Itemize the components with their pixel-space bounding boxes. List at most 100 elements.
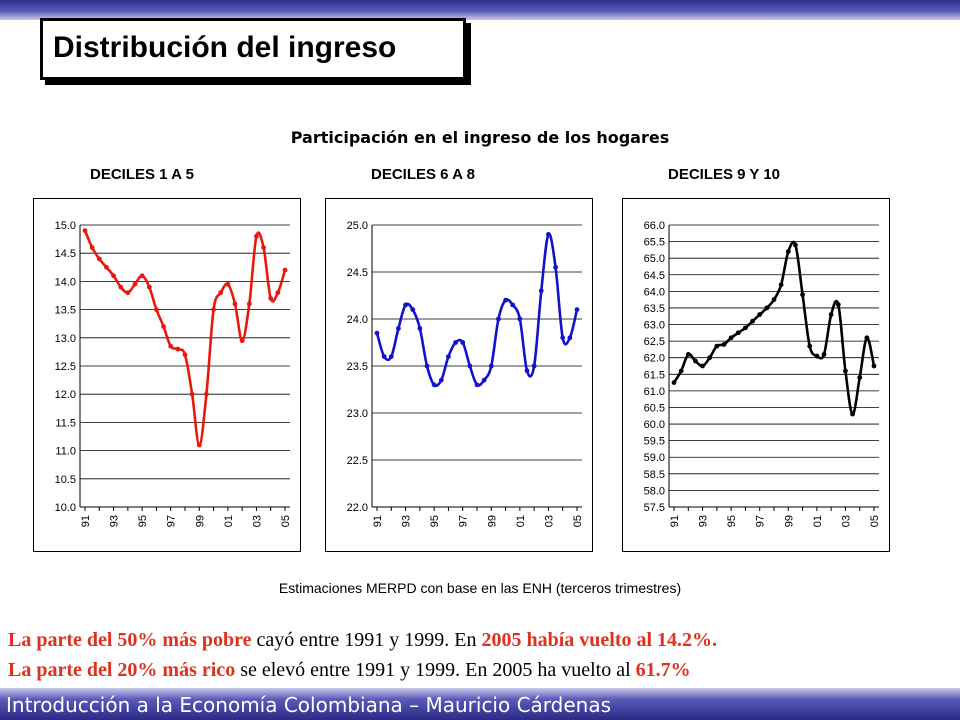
data-point xyxy=(396,326,401,331)
data-point xyxy=(424,363,430,369)
data-point xyxy=(446,354,451,359)
data-point xyxy=(778,282,784,288)
data-point xyxy=(261,245,266,250)
y-tick-label: 58.5 xyxy=(644,469,665,481)
data-point xyxy=(871,363,877,369)
data-point xyxy=(785,249,791,254)
footer-text: Introducción a la Economía Colombiana – … xyxy=(6,693,612,717)
panel-title-deciles-9-10: DECILES 9 Y 10 xyxy=(668,166,781,183)
y-tick-label: 63.5 xyxy=(644,303,665,315)
data-point xyxy=(225,281,231,287)
note-2-highlight-rich: La parte del 20% más rico xyxy=(8,659,236,681)
y-tick-label: 66.0 xyxy=(644,220,665,232)
x-tick-label: 97 xyxy=(166,515,178,527)
y-tick-label: 11.0 xyxy=(55,446,76,458)
data-point xyxy=(721,342,727,347)
data-point xyxy=(154,307,159,312)
data-point xyxy=(132,281,138,287)
y-tick-label: 63.0 xyxy=(644,320,665,332)
data-point xyxy=(864,335,870,341)
data-point xyxy=(196,442,202,448)
x-tick-label: 05 xyxy=(572,515,584,527)
data-point xyxy=(189,391,195,397)
y-tick-label: 61.5 xyxy=(644,369,665,381)
data-point xyxy=(111,273,116,279)
data-point xyxy=(821,351,827,357)
data-point xyxy=(89,245,95,250)
y-tick-label: 24.0 xyxy=(347,314,368,326)
y-tick-label: 65.5 xyxy=(644,237,665,249)
data-point xyxy=(118,284,124,290)
data-point xyxy=(671,380,677,385)
data-point xyxy=(481,377,487,383)
data-point xyxy=(531,363,537,369)
data-point xyxy=(410,307,416,312)
chart-panel-deciles-6-8: 22.0 22.5 23.0 23.5 24.0 24.5 25.0 91 93 95 97 99 01… xyxy=(325,198,593,552)
data-point xyxy=(246,301,252,307)
y-tick-label: 25.0 xyxy=(347,220,368,232)
data-point xyxy=(438,377,444,383)
data-point xyxy=(503,297,508,303)
data-point xyxy=(857,375,863,381)
data-point xyxy=(453,340,458,345)
panel-title-deciles-1-5: DECILES 1 A 5 xyxy=(90,166,194,183)
data-point xyxy=(850,411,855,417)
data-point xyxy=(182,352,188,358)
x-tick-label: 91 xyxy=(372,515,384,527)
data-point xyxy=(517,316,523,322)
data-point xyxy=(750,318,755,324)
chart-main-title: Participación en el ingreso de los hogar… xyxy=(290,128,670,147)
slide-title: Distribución del ingreso xyxy=(53,31,397,64)
x-tick-label: 01 xyxy=(515,515,527,527)
data-point xyxy=(139,273,145,279)
data-point xyxy=(835,302,841,308)
data-point xyxy=(417,326,423,331)
data-point xyxy=(82,228,88,234)
data-point xyxy=(538,288,544,294)
data-point xyxy=(735,330,741,336)
panel-title-deciles-6-8: DECILES 6 A 8 xyxy=(371,166,475,183)
data-point xyxy=(743,325,748,331)
x-tick-label: 03 xyxy=(543,515,555,527)
data-point xyxy=(211,307,216,312)
data-point xyxy=(161,324,166,329)
y-tick-label: 12.0 xyxy=(55,389,76,401)
data-point xyxy=(793,242,798,248)
x-tick-label: 93 xyxy=(698,515,710,527)
note-line-2: La parte del 20% más rico se elevó entre… xyxy=(8,659,691,682)
data-point xyxy=(560,335,566,341)
x-tick-label: 91 xyxy=(669,515,681,527)
y-tick-label: 59.0 xyxy=(644,452,665,464)
data-point xyxy=(546,232,551,237)
data-point xyxy=(467,363,473,369)
y-tick-label: 58.0 xyxy=(644,485,665,497)
note-line-1: La parte del 50% más pobre cayó entre 19… xyxy=(8,629,717,652)
x-tick-label: 93 xyxy=(109,515,121,527)
x-tick-label: 95 xyxy=(137,515,149,527)
data-point xyxy=(843,368,848,374)
data-point xyxy=(474,382,480,388)
data-point xyxy=(567,335,573,341)
data-point xyxy=(574,307,580,312)
data-point xyxy=(125,290,131,296)
data-point xyxy=(757,312,763,317)
data-point xyxy=(374,330,380,336)
note-1-text: cayó entre 1991 y 1999. En xyxy=(251,629,482,651)
title-box: Distribución del ingreso xyxy=(40,18,466,80)
source-note: Estimaciones MERPD con base en las ENH (… xyxy=(278,580,682,596)
data-point xyxy=(381,354,387,359)
data-point xyxy=(488,363,494,369)
y-tick-label: 14.0 xyxy=(55,276,76,288)
data-point xyxy=(553,264,558,270)
chart-panel-deciles-9-10: 57.5 58.0 58.5 59.0 59.5 60.0 60.5 61.0 61.5 62.0… xyxy=(622,198,890,552)
y-tick-label: 60.5 xyxy=(644,402,665,414)
x-tick-label: 95 xyxy=(726,515,738,527)
data-point xyxy=(800,292,805,298)
data-point xyxy=(693,358,698,364)
y-tick-label: 57.5 xyxy=(644,502,665,514)
data-point xyxy=(403,302,408,308)
note-2-highlight-value: 61.7% xyxy=(635,659,691,681)
y-tick-label: 61.0 xyxy=(644,386,665,398)
x-tick-label: 03 xyxy=(251,515,263,527)
data-point xyxy=(175,346,181,352)
